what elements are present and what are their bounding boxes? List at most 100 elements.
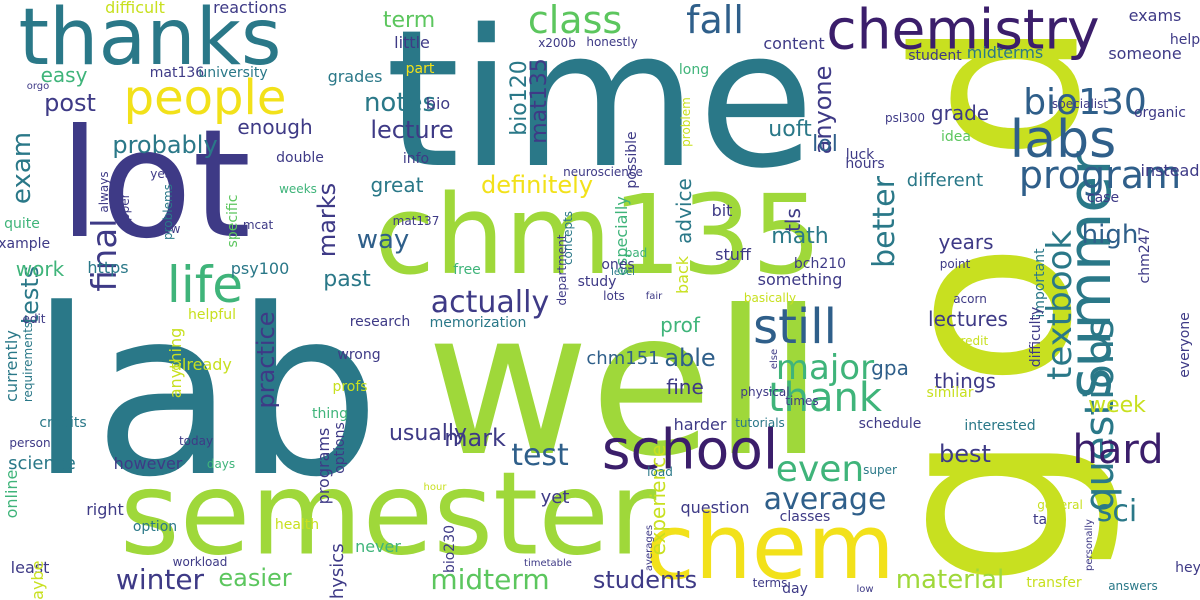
word-possible: possible [624, 131, 640, 189]
word-problem: problem [679, 97, 693, 147]
word-exams: exams [1128, 6, 1182, 25]
word-stuff: stuff [715, 245, 751, 264]
word-semester: semester [119, 447, 657, 582]
word-timetable: timetable [524, 558, 572, 569]
word-harder: harder [673, 415, 727, 434]
word-specific: specific [225, 194, 241, 248]
word-interested: interested [964, 418, 1036, 434]
word-labs: labs [1009, 110, 1117, 170]
word-requirements: requirements [21, 321, 35, 403]
word-post: post [44, 89, 96, 117]
word-ones: ones [601, 257, 635, 273]
word-psy100: psy100 [230, 259, 290, 278]
word-better: better [867, 176, 902, 268]
word-student: student [908, 48, 962, 64]
word-someone: someone [1108, 44, 1182, 63]
word-years: years [938, 230, 994, 254]
word-honestly: honestly [586, 35, 638, 49]
word-students: students [592, 566, 698, 594]
word-reactions: reactions [213, 0, 287, 17]
word-even: even [775, 449, 865, 490]
word-answers: answers [1108, 579, 1158, 593]
word-bio130: bio130 [1023, 82, 1147, 123]
word-probably: probably [112, 131, 218, 159]
word-tutorials: tutorials [735, 416, 785, 430]
word-helpful: helpful [188, 307, 236, 323]
word-chem: chem [645, 495, 895, 600]
word-memorization: memorization [429, 315, 527, 331]
word-mat137: mat137 [392, 214, 440, 228]
word-bch210: bch210 [793, 256, 847, 272]
word-yeah: yeah [150, 167, 180, 181]
word-class: class [527, 0, 623, 42]
word-https: https [87, 258, 129, 277]
word-online: online [2, 469, 21, 519]
word-hour: hour [423, 482, 447, 493]
word-actually: actually [430, 285, 550, 320]
word-wrong: wrong [337, 347, 381, 363]
word-best: best [939, 440, 991, 468]
word-chm247: chm247 [1137, 226, 1153, 284]
word-ta: ta [1032, 512, 1048, 528]
word-gpa: gpa [871, 356, 909, 380]
word-time: time [385, 0, 815, 210]
word-lol: lol [812, 132, 838, 157]
word-anything: anything [166, 327, 185, 399]
word-tls: tls [781, 208, 805, 232]
word-thank: thank [767, 375, 883, 421]
word-definitely: definitely [480, 171, 594, 199]
word-problems: problems [161, 184, 175, 240]
word-credits: credits [39, 415, 87, 431]
word-easy: easy [40, 63, 88, 87]
word-help: help [1169, 32, 1200, 48]
word-profs: profs [332, 379, 368, 395]
word-else: else [769, 348, 780, 370]
word-life: life [166, 256, 244, 314]
word-programs: programs [314, 427, 333, 505]
word-personally: personally [1084, 519, 1095, 571]
word-advice: advice [672, 178, 696, 244]
word-sci: sci [1096, 494, 1138, 529]
word-weeks: weeks [279, 182, 317, 196]
word-high: high [1081, 220, 1139, 250]
word-maybe: maybe [28, 560, 47, 600]
word-neuroscience: neuroscience [563, 165, 643, 179]
word-things: things [934, 369, 996, 393]
word-study: study [577, 274, 617, 290]
word-major: major [775, 348, 875, 388]
word-orgo: orgo [26, 81, 50, 92]
word-options: options [332, 422, 348, 474]
word-usually: usually [388, 421, 468, 446]
word-load: load [647, 465, 673, 479]
word-able: able [664, 344, 716, 372]
word-workload: workload [172, 555, 228, 569]
word-currently: currently [2, 330, 21, 402]
word-part: part [405, 61, 435, 77]
word-however: however [113, 454, 183, 473]
word-always: always [97, 171, 111, 213]
word-health: health [274, 517, 320, 533]
word-science: science [8, 453, 76, 474]
word-thanks: thanks [18, 0, 282, 83]
word-psl300: psl300 [884, 111, 926, 125]
word-hey: hey [1175, 560, 1200, 576]
word-people: people [123, 70, 287, 126]
word-enough: enough [237, 115, 313, 139]
word-thing: thing [311, 406, 349, 422]
word-edit: edit [22, 312, 46, 326]
word-classes: classes [779, 509, 831, 525]
word-little: little [394, 33, 430, 52]
word-hard: hard [1072, 427, 1164, 473]
word-bio: bio [425, 94, 451, 113]
word-question: question [680, 498, 750, 517]
word-easier: easier [218, 564, 292, 592]
word-instead: instead [1140, 161, 1200, 180]
word-basically: basically [743, 291, 797, 305]
word-notes: notes [363, 88, 437, 118]
word-still: still [753, 299, 837, 355]
word-math: math [771, 224, 829, 249]
word-difficulty: difficulty [1028, 306, 1044, 368]
word-chemistry: chemistry [826, 0, 1100, 62]
word-schedule: schedule [858, 416, 922, 432]
